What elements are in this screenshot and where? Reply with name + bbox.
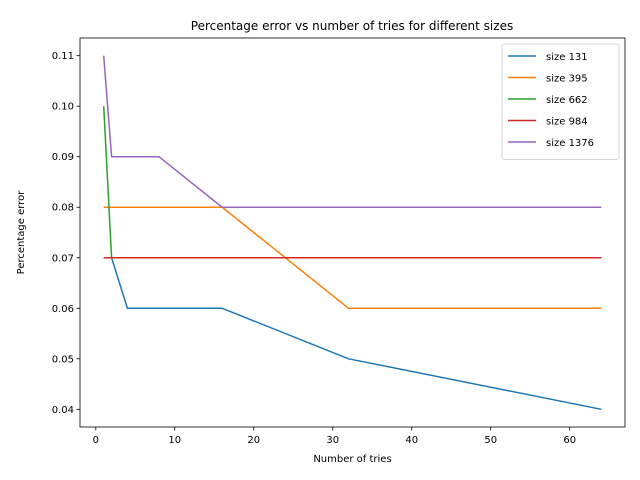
y-tick-label: 0.11 xyxy=(52,51,74,62)
x-tick-label: 20 xyxy=(247,435,260,446)
y-axis-label: Percentage error xyxy=(16,190,27,275)
y-tick-label: 0.07 xyxy=(52,253,74,264)
axes-frame xyxy=(79,37,626,428)
legend-label-size-662: size 662 xyxy=(546,95,588,106)
legend-label-size-1376: size 1376 xyxy=(546,138,594,149)
y-tick-label: 0.10 xyxy=(52,102,74,113)
x-tick-label: 30 xyxy=(326,435,339,446)
legend-box xyxy=(501,43,620,160)
series-line-size-131 xyxy=(103,257,602,411)
x-tick-label: 50 xyxy=(484,435,497,446)
chart-title: Percentage error vs number of tries for … xyxy=(191,19,513,33)
y-tick-label: 0.04 xyxy=(52,405,74,416)
x-tick-label: 10 xyxy=(168,435,181,446)
x-tick-label: 0 xyxy=(93,435,99,446)
y-axis-ticks: 0.04 0.05 0.06 0.07 0.08 0.09 0.10 0.11 xyxy=(52,51,80,416)
x-axis-label: Number of tries xyxy=(313,454,391,465)
legend: size 131 size 395 size 662 size 984 size 137… xyxy=(501,43,620,160)
legend-label-size-131: size 131 xyxy=(546,52,588,63)
y-tick-label: 0.06 xyxy=(52,304,74,315)
x-tick-label: 60 xyxy=(563,435,576,446)
legend-label-size-395: size 395 xyxy=(546,74,588,85)
y-tick-label: 0.09 xyxy=(52,152,74,163)
x-axis-ticks: 0 10 20 30 40 50 60 xyxy=(93,427,576,446)
plot-area xyxy=(102,55,602,411)
y-tick-label: 0.05 xyxy=(52,354,74,365)
series-line-size-395 xyxy=(103,206,602,310)
x-tick-label: 40 xyxy=(405,435,418,446)
series-line-size-1376 xyxy=(102,55,602,208)
legend-label-size-984: size 984 xyxy=(546,117,588,128)
y-tick-label: 0.08 xyxy=(52,203,74,214)
